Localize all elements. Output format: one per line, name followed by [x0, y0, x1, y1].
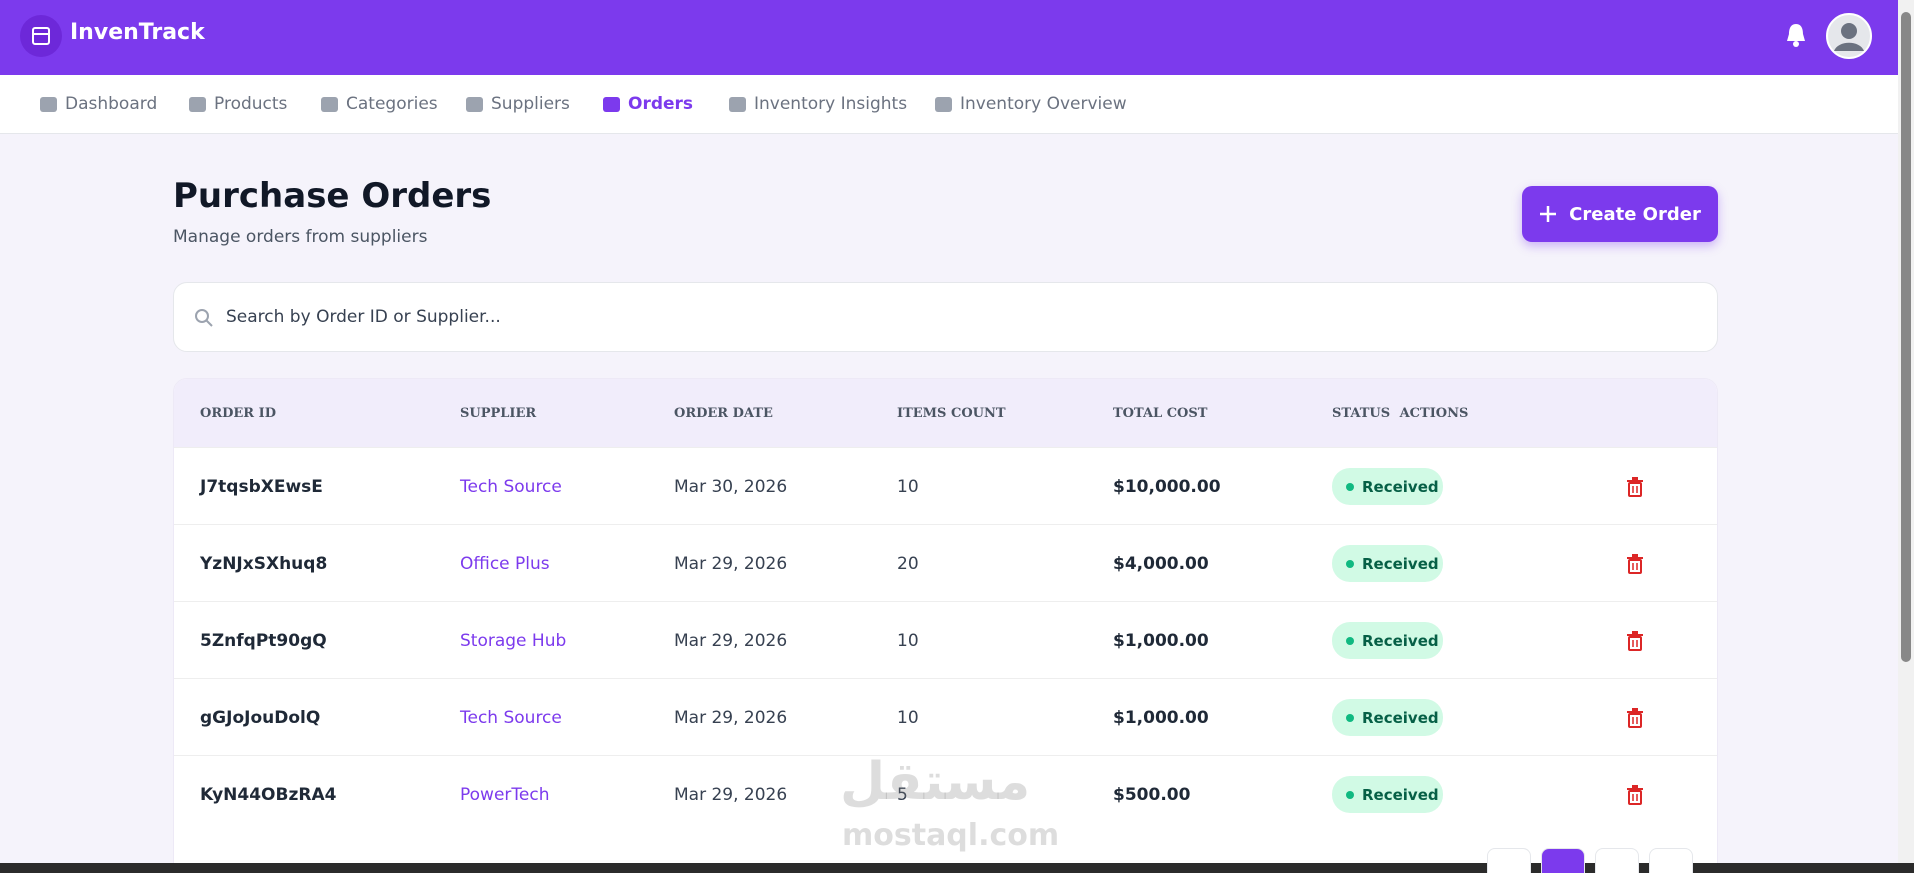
table-cell: $1,000.00 — [1113, 631, 1209, 651]
nav-icon — [189, 96, 206, 112]
nav-item[interactable]: Orders — [603, 94, 693, 114]
delete-button[interactable] — [1626, 631, 1644, 651]
delete-button[interactable] — [1626, 785, 1644, 805]
watermark: مستقل — [840, 752, 1031, 812]
nav-label: Orders — [628, 94, 694, 114]
supplier-link[interactable]: Tech Source — [460, 708, 562, 728]
nav-label: Inventory Insights — [754, 94, 908, 114]
table-cell: YzNJxSXhuq8 — [200, 554, 328, 574]
table-cell: Mar 29, 2026 — [674, 631, 788, 651]
watermark: mostaql.com — [842, 818, 1060, 853]
pagination-button[interactable] — [1595, 848, 1639, 873]
table-row: 5ZnfqPt90gQ Storage Hub Mar 29, 2026 10 $1,0… — [174, 601, 1717, 678]
table-cell: 5 — [897, 785, 908, 805]
column-header: ACTIONS — [1399, 406, 1469, 421]
avatar[interactable] — [1826, 13, 1872, 59]
column-header: ITEMS COUNT — [897, 406, 1006, 421]
bottom-bar — [0, 863, 1914, 873]
nav-item[interactable]: Suppliers — [466, 94, 570, 114]
table-cell: gGJoJouDolQ — [200, 708, 321, 728]
pagination-button[interactable] — [1649, 848, 1693, 873]
nav-label: Inventory Overview — [960, 94, 1127, 114]
nav-item[interactable]: Dashboard — [40, 94, 157, 114]
table-cell: 20 — [897, 554, 919, 574]
status-badge: Received — [1332, 776, 1443, 813]
table-cell: 10 — [897, 477, 919, 497]
nav-icon — [40, 96, 57, 112]
status-badge: Received — [1332, 545, 1443, 582]
table-header: ORDER ID SUPPLIER ORDER DATE ITEMS COUNT TOT… — [174, 379, 1717, 447]
table-cell: J7tqsbXEwsE — [200, 477, 323, 497]
table-row: J7tqsbXEwsE Tech Source Mar 30, 2026 10 $10,… — [174, 447, 1717, 524]
nav-item[interactable]: Inventory Insights — [729, 94, 907, 114]
nav-label: Products — [214, 94, 288, 114]
supplier-link[interactable]: Storage Hub — [460, 631, 567, 651]
supplier-link[interactable]: Tech Source — [460, 477, 562, 497]
table-cell: 10 — [897, 708, 919, 728]
nav-label: Categories — [346, 94, 438, 114]
column-header: ORDER DATE — [674, 406, 773, 421]
status-badge: Received — [1332, 622, 1443, 659]
create-order-button[interactable]: Create Order — [1522, 186, 1718, 242]
nav-icon — [729, 96, 746, 112]
nav-bar: Dashboard Products Categories Suppliers Orde… — [0, 75, 1898, 134]
delete-button[interactable] — [1626, 477, 1644, 497]
button-label: Create Order — [1569, 203, 1701, 225]
search-icon — [195, 309, 213, 327]
table-cell: $500.00 — [1113, 785, 1191, 805]
page-subtitle: Manage orders from suppliers — [173, 227, 428, 247]
table-cell: 5ZnfqPt90gQ — [200, 631, 327, 651]
nav-icon — [466, 96, 483, 112]
table-row: YzNJxSXhuq8 Office Plus Mar 29, 2026 20 $4,0… — [174, 524, 1717, 601]
table-cell: 10 — [897, 631, 919, 651]
status-badge: Received — [1332, 468, 1443, 505]
pagination-button[interactable] — [1487, 848, 1531, 873]
page-title: Purchase Orders — [173, 176, 492, 216]
orders-table: ORDER ID SUPPLIER ORDER DATE ITEMS COUNT TOT… — [173, 378, 1718, 873]
table-cell: KyN44OBzRA4 — [200, 785, 337, 805]
nav-item[interactable]: Inventory Overview — [935, 94, 1127, 114]
table-cell: Mar 29, 2026 — [674, 708, 788, 728]
search-box[interactable]: Search by Order ID or Supplier... — [173, 282, 1718, 352]
nav-icon — [603, 96, 620, 112]
table-row: KyN44OBzRA4 PowerTech Mar 29, 2026 5 $500.00… — [174, 755, 1717, 832]
supplier-link[interactable]: PowerTech — [460, 785, 550, 805]
logo — [20, 15, 62, 57]
table-row: gGJoJouDolQ Tech Source Mar 29, 2026 10 $1,0… — [174, 678, 1717, 755]
nav-label: Dashboard — [65, 94, 158, 114]
column-header: SUPPLIER — [460, 406, 537, 421]
nav-item[interactable]: Products — [189, 94, 287, 114]
nav-item[interactable]: Categories — [321, 94, 438, 114]
status-badge: Received — [1332, 699, 1443, 736]
nav-icon — [935, 96, 952, 112]
top-bar: InvenTrack — [0, 0, 1898, 75]
delete-button[interactable] — [1626, 708, 1644, 728]
notification-icon[interactable] — [1785, 22, 1807, 48]
pagination-button[interactable] — [1541, 848, 1585, 873]
plus-icon — [1540, 206, 1557, 222]
table-cell: $10,000.00 — [1113, 477, 1221, 497]
table-cell: Mar 30, 2026 — [674, 477, 788, 497]
column-header: STATUS — [1332, 406, 1391, 421]
delete-button[interactable] — [1626, 554, 1644, 574]
scrollbar[interactable] — [1898, 0, 1914, 863]
table-cell: Mar 29, 2026 — [674, 785, 788, 805]
nav-icon — [321, 96, 338, 112]
table-cell: $1,000.00 — [1113, 708, 1209, 728]
column-header: ORDER ID — [200, 406, 276, 421]
supplier-link[interactable]: Office Plus — [460, 554, 550, 574]
nav-label: Suppliers — [491, 94, 570, 114]
table-cell: Mar 29, 2026 — [674, 554, 788, 574]
brand[interactable]: InvenTrack — [70, 20, 205, 45]
column-header: TOTAL COST — [1113, 406, 1208, 421]
table-cell: $4,000.00 — [1113, 554, 1209, 574]
search-placeholder: Search by Order ID or Supplier... — [226, 307, 501, 327]
